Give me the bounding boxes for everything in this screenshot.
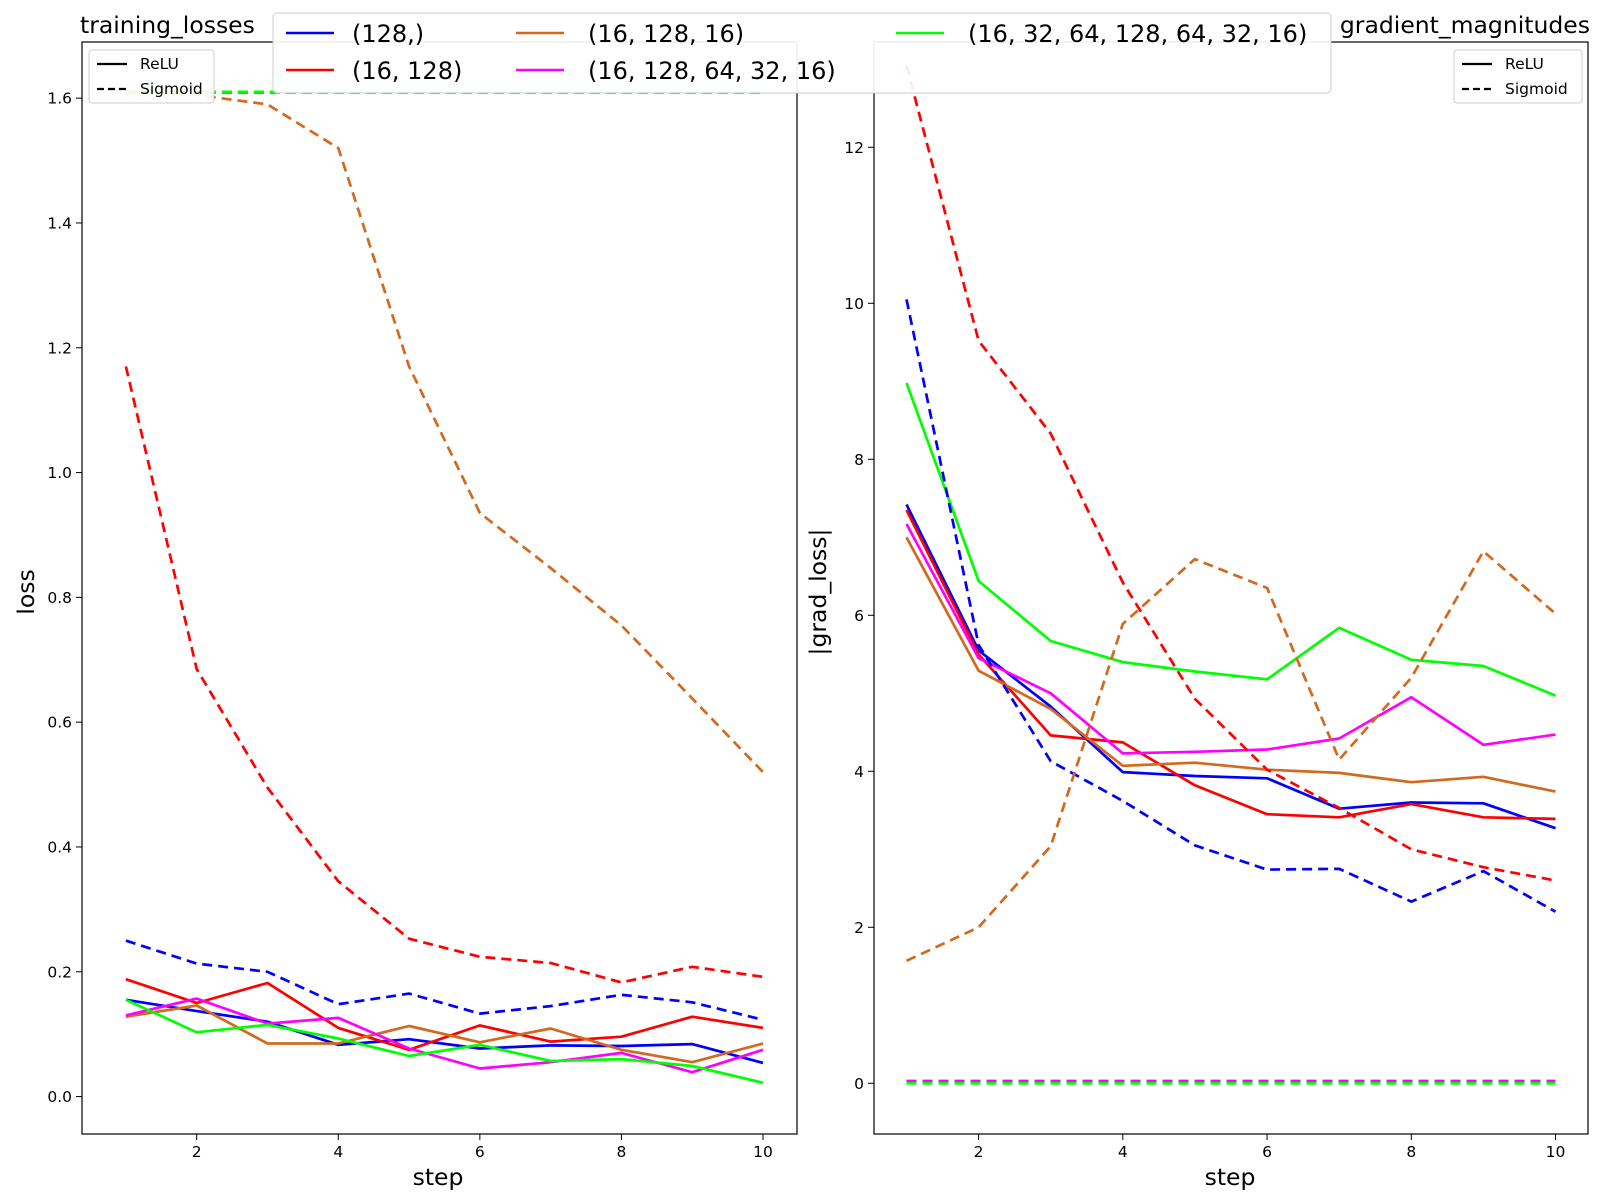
x-tick-label: 2 — [974, 1143, 984, 1161]
ticks: 2 4 6 8 10 0 2 4 6 8 10 12 — [844, 139, 1565, 1161]
series-line — [124, 366, 764, 984]
relu-legend-label: ReLU — [140, 55, 179, 73]
legend-item-1: (16, 128) — [286, 57, 462, 85]
x-tick-label: 4 — [1118, 1143, 1128, 1161]
x-tick-label: 6 — [1262, 1143, 1272, 1161]
y-tick-label: 10 — [844, 295, 864, 313]
x-tick-label: 10 — [1546, 1143, 1566, 1161]
y-tick-label: 0.2 — [47, 963, 72, 981]
y-tick-label: 0.0 — [47, 1088, 72, 1106]
x-tick-label: 4 — [333, 1143, 343, 1161]
y-tick-label: 0 — [854, 1075, 864, 1093]
series-line — [905, 503, 1556, 830]
y-tick-label: 1.0 — [47, 464, 72, 482]
series-line — [905, 549, 1557, 963]
y-tick-label: 1.2 — [47, 339, 72, 357]
y-tick-label: 0.8 — [47, 589, 72, 607]
x-tick-label: 6 — [475, 1143, 485, 1161]
x-tick-label: 2 — [192, 1143, 202, 1161]
x-tick-label: 8 — [1406, 1143, 1416, 1161]
series-line — [905, 65, 1556, 882]
relu-legend-label: ReLU — [1505, 55, 1544, 73]
sigmoid-legend-label: Sigmoid — [1505, 80, 1568, 98]
x-tick-label: 10 — [753, 1143, 773, 1161]
y-tick-label: 8 — [854, 451, 864, 469]
plot-frame — [873, 41, 1589, 1135]
series-line — [125, 998, 764, 1065]
legend-label: (16, 128) — [352, 57, 462, 85]
y-tick-label: 0.6 — [47, 714, 72, 732]
y-tick-label: 4 — [854, 763, 864, 781]
style-legend: ReLU Sigmoid — [88, 49, 215, 104]
legend-label: (16, 32, 64, 128, 64, 32, 16) — [968, 20, 1307, 48]
y-axis-label: |grad_loss| — [804, 529, 832, 656]
legend-label: (16, 128, 64, 32, 16) — [588, 57, 836, 85]
y-axis-label: loss — [12, 569, 40, 614]
series-line — [125, 939, 764, 1022]
plot-frame — [81, 41, 798, 1135]
legend-label: (128,) — [352, 20, 424, 48]
style-legend: ReLU Sigmoid — [1453, 49, 1583, 104]
ticks: 2 4 6 8 10 0.0 0.2 0.4 0.6 0.8 1.0 1.2 1.4 1.6 — [47, 90, 773, 1161]
legend-item-2: (16, 128, 16) — [516, 20, 744, 48]
y-tick-label: 1.4 — [47, 214, 72, 232]
legend-item-3: (16, 128, 64, 32, 16) — [516, 57, 836, 85]
series-line — [905, 509, 1556, 821]
series-line — [125, 90, 764, 774]
y-tick-label: 1.6 — [47, 90, 72, 108]
series-line — [125, 977, 764, 1052]
series-lines — [905, 65, 1557, 1085]
gradient-magnitudes-panel: gradient_magnitudes step |grad_loss| 2 4 6… — [804, 11, 1590, 1191]
training-losses-panel: training_losses step loss 2 4 6 8 10 0.0 0.2 0.… — [12, 11, 798, 1191]
x-tick-label: 8 — [616, 1143, 626, 1161]
series-line — [905, 299, 1557, 913]
y-tick-label: 12 — [844, 139, 864, 157]
series-line — [125, 998, 764, 1085]
series-line — [905, 382, 1557, 697]
chart-title: training_losses — [80, 11, 255, 39]
y-tick-label: 6 — [854, 607, 864, 625]
x-axis-label: step — [413, 1163, 464, 1191]
x-axis-label: step — [1205, 1163, 1256, 1191]
series-legend: (128,) (16, 128) (16, 128, 16) (16, 128,… — [272, 12, 1332, 94]
sigmoid-legend-label: Sigmoid — [140, 80, 203, 98]
series-line — [125, 1004, 764, 1064]
legend-item-0: (128,) — [286, 20, 424, 48]
y-tick-label: 0.4 — [47, 838, 72, 856]
legend-label: (16, 128, 16) — [588, 20, 744, 48]
chart-title: gradient_magnitudes — [1340, 11, 1590, 39]
y-tick-label: 2 — [854, 919, 864, 937]
legend-item-4: (16, 32, 64, 128, 64, 32, 16) — [896, 20, 1307, 48]
series-line — [905, 536, 1556, 793]
series-line — [905, 523, 1556, 755]
series-lines — [124, 90, 764, 1085]
